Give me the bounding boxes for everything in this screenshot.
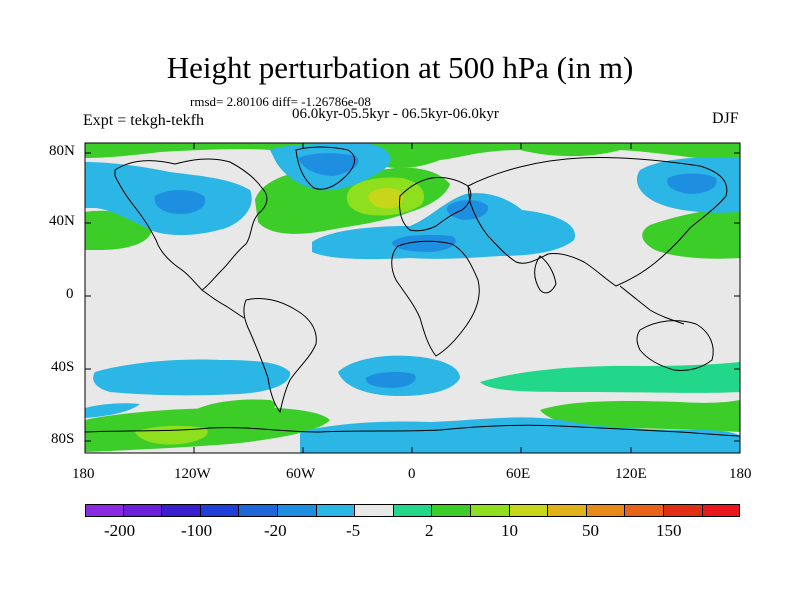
coastline-central-america [201,289,245,319]
coastline-south-america [243,297,317,414]
colorbar-swatch-1 [123,504,163,517]
coastlines [85,146,740,437]
colorbar-label-neg100: -100 [181,521,213,540]
x-axis-label-120w: 120W [174,466,211,482]
colorbar-swatch-0 [85,504,124,517]
colorbar-swatch-4 [239,504,278,517]
coastline-greenland [295,146,355,190]
colorbar-label-neg20: -20 [264,521,287,540]
colorbar-swatch-14 [625,504,664,517]
x-axis-label-60w: 60W [286,466,316,482]
coastline-antarctica [85,424,740,437]
experiment-label: Expt = tekgh-tekfh [83,112,204,129]
frame-ticks [85,143,740,453]
antarctic-positive-band [540,400,740,432]
greenland-negative-core [298,153,359,176]
colorbar-swatch-10 [470,504,510,517]
south-atlantic-negative-core [365,371,416,388]
negative-anomaly-regions [85,143,740,453]
colorbar-swatch-16 [702,504,741,517]
x-axis-label-180-east: 180 [729,466,752,482]
colorbar-label-neg200: -200 [104,521,136,540]
europe-asia-negative-core [392,234,456,252]
antarctic-negative-indian [300,417,740,453]
y-axis-label-40n: 40N [49,213,75,229]
colorbar-swatch-7 [355,504,394,517]
colorbar-label-10: 10 [501,521,518,540]
colorbar-swatch-9 [432,504,471,517]
north-atlantic-positive-peak [368,188,403,209]
colorbar-swatch-13 [586,504,626,517]
x-axis-label-60e: 60E [506,466,531,482]
arctic-positive-band [85,143,740,168]
siberia-negative-core [667,173,717,194]
coastline-asia [467,156,728,287]
coastline-africa [391,240,480,357]
colorbar [85,504,741,517]
y-axis-label-80s: 80S [51,431,75,447]
colorbar-swatch-5 [277,504,317,517]
colorbar-swatch-6 [316,504,356,517]
x-axis-label-180-west: 180 [72,466,95,482]
period-line: 06.0kyr-05.5kyr - 06.5kyr-06.0kyr [292,106,499,122]
north-pacific-positive-west [642,206,740,259]
colorbar-label-50: 50 [582,521,599,540]
positive-anomaly-regions [85,143,740,452]
coastline-australia [636,320,714,371]
colorbar-swatch-2 [162,504,201,517]
plot-title: Height perturbation at 500 hPa (in m) [166,50,634,85]
x-axis-label-0: 0 [408,466,416,482]
stats-line: rmsd= 2.80106 diff= -1.26786e-08 [190,94,371,109]
coastline-india [534,255,557,294]
colorbar-label-150: 150 [656,521,682,540]
y-axis-label-80n: 80N [49,143,75,159]
southern-ocean-positive-pacific [85,407,330,452]
patagonia-positive [195,399,276,419]
y-axis-label-equator: 0 [66,286,74,302]
colorbar-swatch-12 [548,504,587,517]
colorbar-swatch-8 [393,504,433,517]
antarctic-negative-pacific [85,403,140,418]
map-frame [84,142,741,454]
north-america-negative-core [154,190,206,214]
coastline-europe [399,177,472,232]
colorbar-label-2: 2 [425,521,434,540]
colorbar-swatch-11 [509,504,549,517]
colorbar-label-neg5: -5 [346,521,361,540]
colorbar-swatch-15 [663,504,703,517]
season-label: DJF [712,110,739,127]
colorbar-swatch-3 [200,504,240,517]
caspian-negative-core [446,200,489,220]
europe-asia-negative [312,193,576,260]
x-axis-label-120e: 120E [615,466,647,482]
south-pacific-negative [93,359,291,396]
coastline-north-america [114,158,268,291]
y-axis-label-40s: 40S [51,359,75,375]
